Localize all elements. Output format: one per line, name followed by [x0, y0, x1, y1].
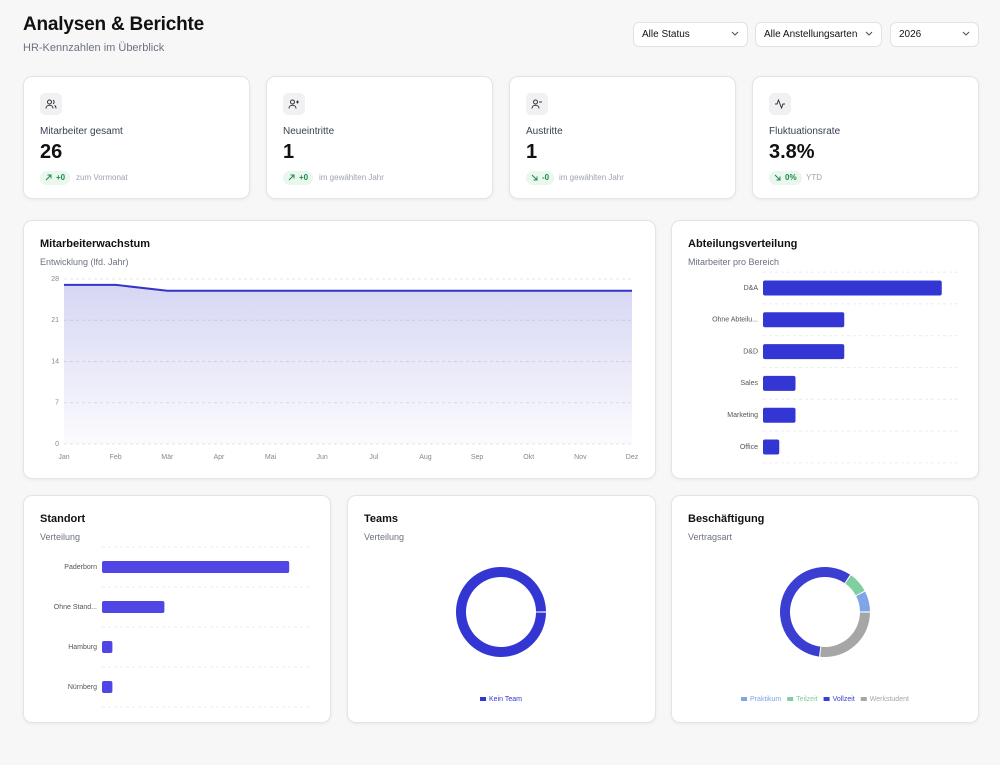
kpi-icon	[526, 93, 548, 115]
filter-label: 2026	[899, 29, 922, 40]
chevron	[865, 31, 873, 36]
filter-label: Alle Status	[642, 29, 690, 40]
chart-card: Teams Verteilung	[347, 495, 656, 723]
kpi-change: +0	[283, 171, 314, 185]
kpi-change: -0	[526, 171, 555, 185]
chart-card: Abteilungsverteilung Mitarbeiter pro Ber…	[671, 220, 979, 479]
chart-title: Beschäftigung	[688, 513, 765, 525]
kpi-value: 26	[40, 141, 63, 163]
chart-subtitle: Verteilung	[40, 532, 81, 542]
kpi-card: Neueintritte 1 +0 im gewählten Jahr	[266, 76, 493, 199]
kpi-card: Austritte 1 -0 im gewählten Jahr	[509, 76, 736, 199]
employment-filter[interactable]: Alle Anstellungsarten	[755, 22, 882, 47]
kpi-icon	[769, 93, 791, 115]
chart-subtitle: Entwicklung (lfd. Jahr)	[40, 257, 129, 267]
kpi-note: im gewählten Jahr	[559, 173, 624, 182]
chart-subtitle: Verteilung	[364, 532, 405, 542]
kpi-note: YTD	[806, 173, 822, 182]
kpi-note: im gewählten Jahr	[319, 173, 384, 182]
chevron	[962, 31, 970, 36]
chart-title: Mitarbeiterwachstum	[40, 238, 151, 250]
chart-title: Standort	[40, 513, 86, 525]
page-title: Analysen & Berichte	[23, 14, 204, 35]
chart-subtitle: Vertragsart	[688, 532, 733, 542]
kpi-label: Mitarbeiter gesamt	[40, 126, 123, 137]
chart-title: Abteilungsverteilung	[688, 238, 798, 250]
kpi-change-text: +0	[299, 173, 309, 182]
chart-subtitle: Mitarbeiter pro Bereich	[688, 257, 780, 267]
status-filter[interactable]: Alle Status	[633, 22, 748, 47]
kpi-value: 1	[526, 141, 538, 163]
kpi-change-text: +0	[56, 173, 66, 182]
kpi-change-text: -0	[542, 173, 550, 182]
chart-card: Beschäftigung Vertragsart	[671, 495, 979, 723]
kpi-card: Mitarbeiter gesamt 26 +0 zum Vormonat	[23, 76, 250, 199]
kpi-label: Austritte	[526, 126, 563, 137]
year-filter[interactable]: 2026	[890, 22, 979, 47]
kpi-change: +0	[40, 171, 71, 185]
kpi-value: 1	[283, 141, 295, 163]
kpi-note: zum Vormonat	[76, 173, 128, 182]
chevron	[731, 31, 739, 36]
chart-card: Standort Verteilung	[23, 495, 331, 723]
kpi-value: 3.8%	[769, 141, 815, 163]
kpi-card: Fluktuationsrate 3.8% 0% YTD	[752, 76, 979, 199]
kpi-change-text: 0%	[785, 173, 797, 182]
chart-title: Teams	[364, 513, 399, 525]
kpi-change: 0%	[769, 171, 802, 185]
kpi-label: Neueintritte	[283, 126, 335, 137]
filter-label: Alle Anstellungsarten	[764, 29, 858, 40]
kpi-icon	[40, 93, 62, 115]
kpi-label: Fluktuationsrate	[769, 126, 841, 137]
chart-card: Mitarbeiterwachstum Entwicklung (lfd. Ja…	[23, 220, 656, 479]
page-subtitle: HR-Kennzahlen im Überblick	[23, 42, 165, 54]
kpi-icon	[283, 93, 305, 115]
